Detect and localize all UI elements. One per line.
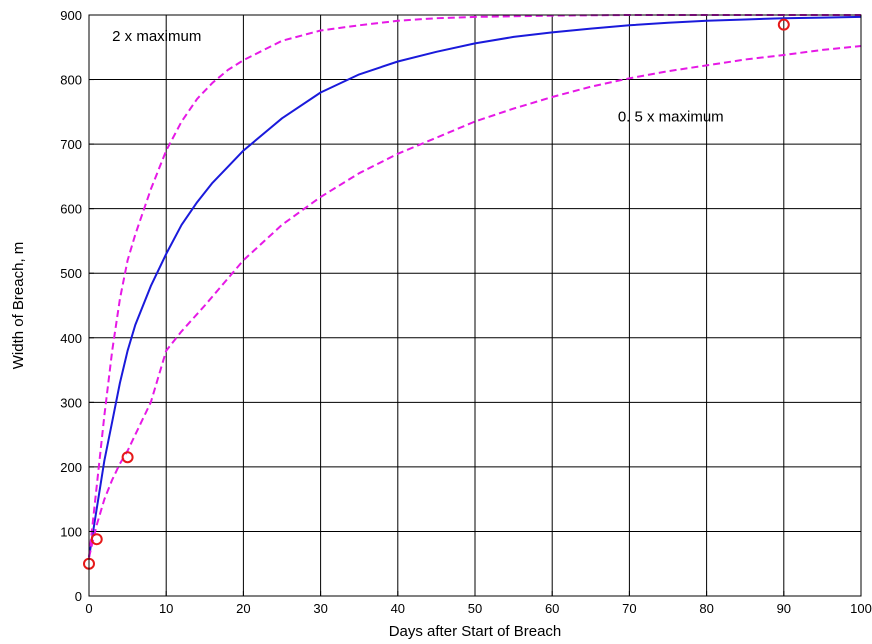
grid — [89, 15, 861, 596]
x-tick-label: 0 — [85, 601, 92, 616]
observed-point — [777, 18, 790, 31]
x-tick-label: 40 — [391, 601, 405, 616]
series-line-nominal — [88, 15, 862, 558]
x-axis: 0 10 20 30 40 50 60 70 80 90 100 — [85, 591, 872, 616]
y-axis-label: Width of Breach, m — [10, 242, 27, 370]
x-axis-label: Days after Start of Breach — [389, 623, 562, 640]
x-tick-label: 30 — [313, 601, 327, 616]
observed-point — [90, 533, 103, 546]
y-tick-label: 800 — [60, 73, 82, 88]
y-tick-label: 700 — [60, 137, 82, 152]
x-tick-label: 20 — [236, 601, 250, 616]
x-tick-label: 50 — [468, 601, 482, 616]
annotation-lower: 0. 5 x maximum — [618, 109, 724, 126]
x-tick-label: 60 — [545, 601, 559, 616]
series-line-lower — [88, 45, 862, 558]
y-tick-label: 500 — [60, 266, 82, 281]
y-tick-label: 400 — [60, 331, 82, 346]
y-tick-label: 600 — [60, 202, 82, 217]
annotation-upper: 2 x maximum — [112, 28, 201, 45]
y-tick-label: 300 — [60, 395, 82, 410]
y-tick-label: 900 — [60, 8, 82, 23]
y-tick-label: 0 — [75, 589, 82, 604]
series-layer — [88, 14, 862, 558]
x-tick-label: 80 — [699, 601, 713, 616]
series-line-upper — [88, 14, 861, 558]
y-axis: 0 100 200 300 400 500 600 700 800 900 — [60, 8, 94, 604]
x-tick-label: 10 — [159, 601, 173, 616]
x-tick-label: 90 — [777, 601, 791, 616]
y-tick-label: 200 — [60, 460, 82, 475]
y-tick-label: 100 — [60, 524, 82, 539]
x-tick-label: 70 — [622, 601, 636, 616]
x-tick-label: 100 — [850, 601, 872, 616]
observed-point — [121, 451, 134, 464]
